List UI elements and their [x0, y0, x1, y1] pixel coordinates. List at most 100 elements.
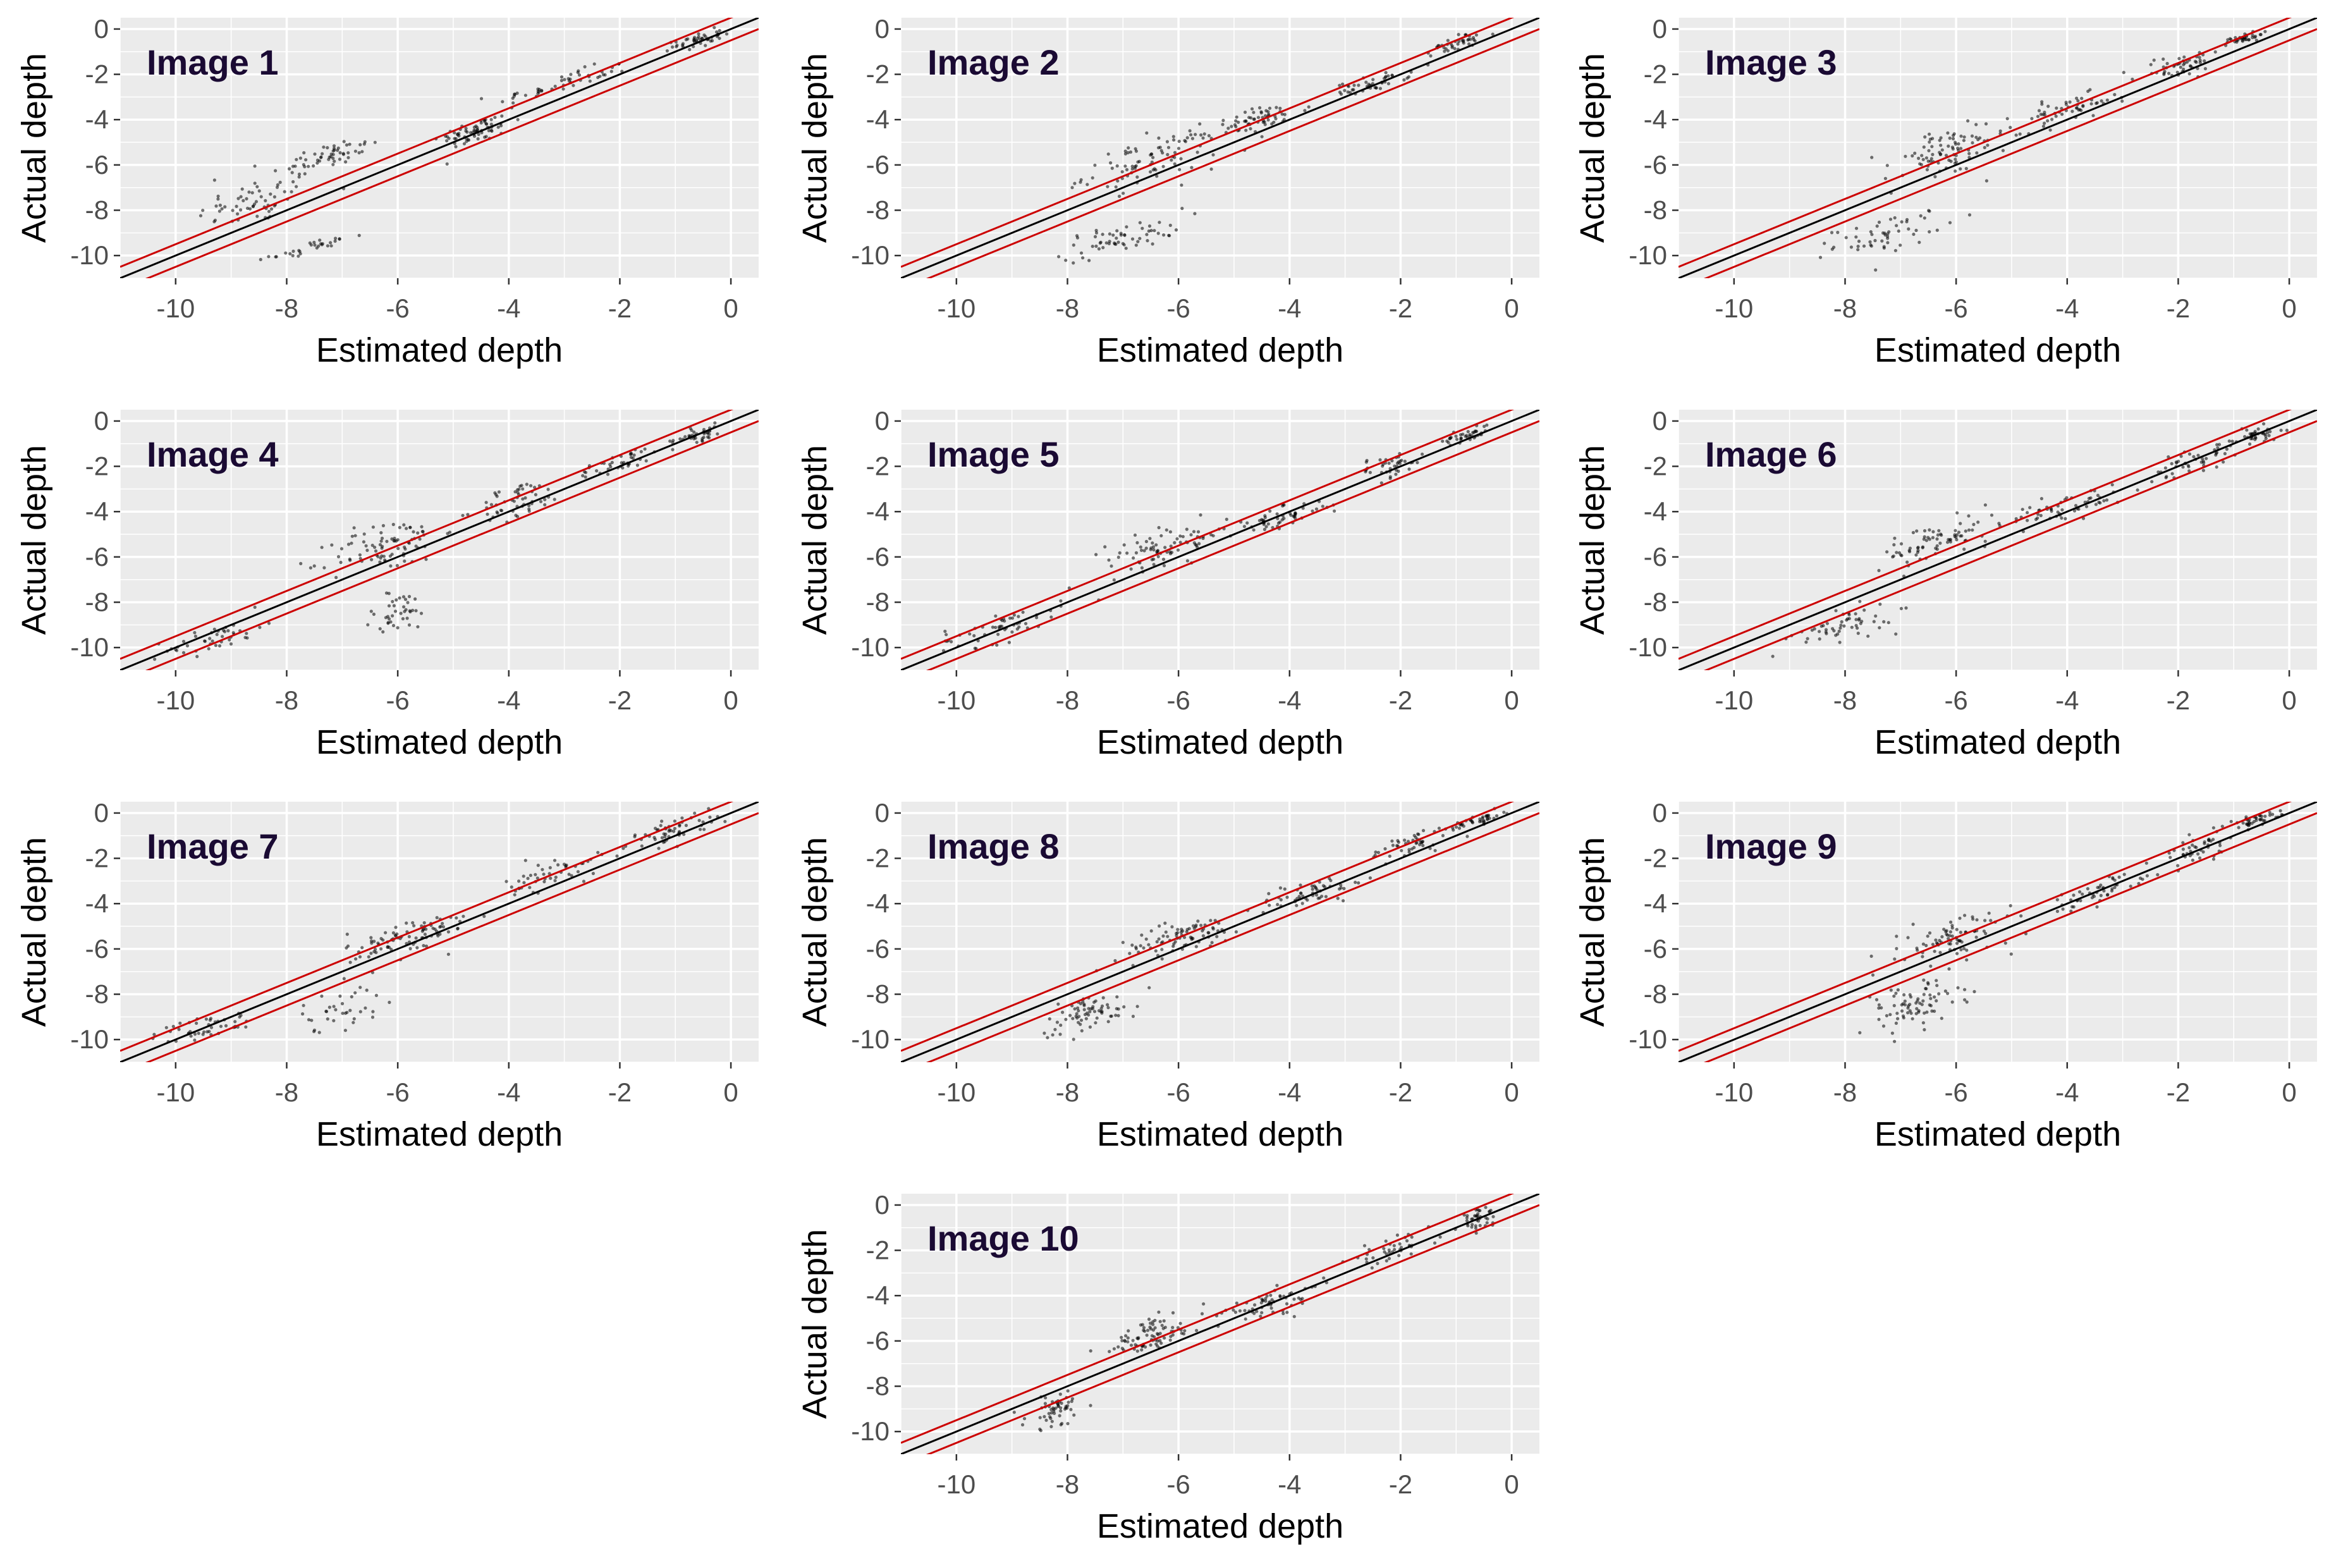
data-point [309, 566, 312, 570]
data-point [243, 635, 247, 639]
data-point [1940, 533, 1943, 537]
data-point [1877, 1017, 1881, 1021]
data-point [2179, 455, 2183, 458]
data-point [1378, 87, 1382, 90]
data-point [567, 873, 571, 876]
data-point [313, 152, 317, 156]
data-point [1339, 883, 1343, 887]
data-point [1252, 111, 1256, 114]
data-point [2081, 892, 2084, 896]
data-point [697, 819, 701, 823]
data-point [494, 493, 498, 497]
data-point [1955, 938, 1959, 941]
data-point [1067, 586, 1071, 590]
data-point [1987, 911, 1991, 915]
data-point [171, 1024, 175, 1029]
data-point [1079, 1019, 1084, 1022]
data-point [2026, 518, 2029, 522]
data-point [2268, 813, 2272, 817]
data-point [331, 152, 335, 156]
data-point [1168, 223, 1172, 227]
data-point [414, 609, 418, 613]
data-point [1813, 627, 1816, 631]
data-point [396, 538, 400, 542]
data-point [1142, 1328, 1146, 1332]
y-tick-label: -10 [70, 632, 109, 662]
data-point [370, 558, 374, 561]
data-point [302, 1003, 305, 1007]
data-point [1421, 829, 1426, 833]
data-point [1446, 39, 1450, 42]
data-point [403, 597, 408, 601]
data-point [2263, 814, 2267, 818]
data-point [1967, 152, 1971, 156]
data-point [1921, 942, 1925, 946]
data-point [394, 598, 398, 602]
data-point [297, 248, 301, 252]
data-point [1314, 893, 1319, 897]
data-point [245, 632, 248, 635]
data-point [2265, 431, 2270, 435]
x-axis-title: Estimated depth [316, 1115, 563, 1153]
data-point [2105, 98, 2109, 102]
data-point [1020, 1423, 1025, 1427]
data-point [2099, 893, 2103, 897]
data-point [1244, 1317, 1247, 1321]
data-point [1942, 928, 1946, 931]
data-point [216, 197, 220, 201]
data-point [389, 947, 393, 952]
data-point [2225, 447, 2229, 451]
data-point [1945, 929, 1948, 933]
data-point [518, 484, 522, 488]
y-tick-label: 0 [875, 798, 890, 828]
data-point [1024, 622, 1028, 625]
y-tick-label: -2 [85, 843, 109, 873]
data-point [1264, 525, 1268, 529]
data-point [1443, 49, 1446, 53]
data-point [654, 826, 657, 830]
data-point [556, 863, 560, 867]
y-tick-label: -2 [866, 843, 890, 873]
data-point [1285, 895, 1289, 899]
data-point [1950, 926, 1954, 930]
data-point [1133, 166, 1137, 170]
data-point [369, 936, 373, 940]
data-point [2102, 889, 2106, 893]
data-point [1376, 850, 1380, 854]
data-point [1840, 620, 1844, 624]
data-point [1458, 433, 1463, 437]
data-point [1125, 225, 1128, 229]
data-point [1913, 151, 1917, 155]
data-point [399, 611, 403, 615]
identity-line [120, 410, 759, 670]
data-point [2181, 841, 2185, 845]
data-point [207, 1029, 211, 1034]
data-point [1125, 551, 1129, 555]
data-point [1149, 1321, 1153, 1325]
data-points [1012, 1206, 1495, 1433]
data-point [1275, 106, 1278, 109]
data-point [1874, 998, 1879, 1001]
y-tick-label: -2 [1644, 451, 1667, 481]
data-point [1387, 1248, 1391, 1252]
data-point [1406, 840, 1410, 843]
data-point [1908, 1009, 1912, 1013]
data-point [1986, 144, 1990, 147]
band-line [1703, 812, 2317, 1062]
data-points [1043, 807, 1509, 1041]
data-point [353, 149, 358, 153]
data-point [1149, 929, 1153, 933]
y-tick-label: -4 [85, 888, 109, 918]
data-point [1238, 1309, 1242, 1313]
data-point [334, 575, 338, 580]
data-point [2014, 517, 2018, 521]
data-point [1856, 245, 1860, 248]
data-point [1169, 1335, 1173, 1338]
y-tick-label: -8 [866, 1371, 890, 1401]
data-point [1056, 1402, 1060, 1406]
data-point [329, 244, 333, 248]
data-point [257, 189, 261, 193]
band-line [926, 812, 1539, 1062]
data-point [1922, 993, 1926, 996]
data-point [2198, 56, 2201, 59]
